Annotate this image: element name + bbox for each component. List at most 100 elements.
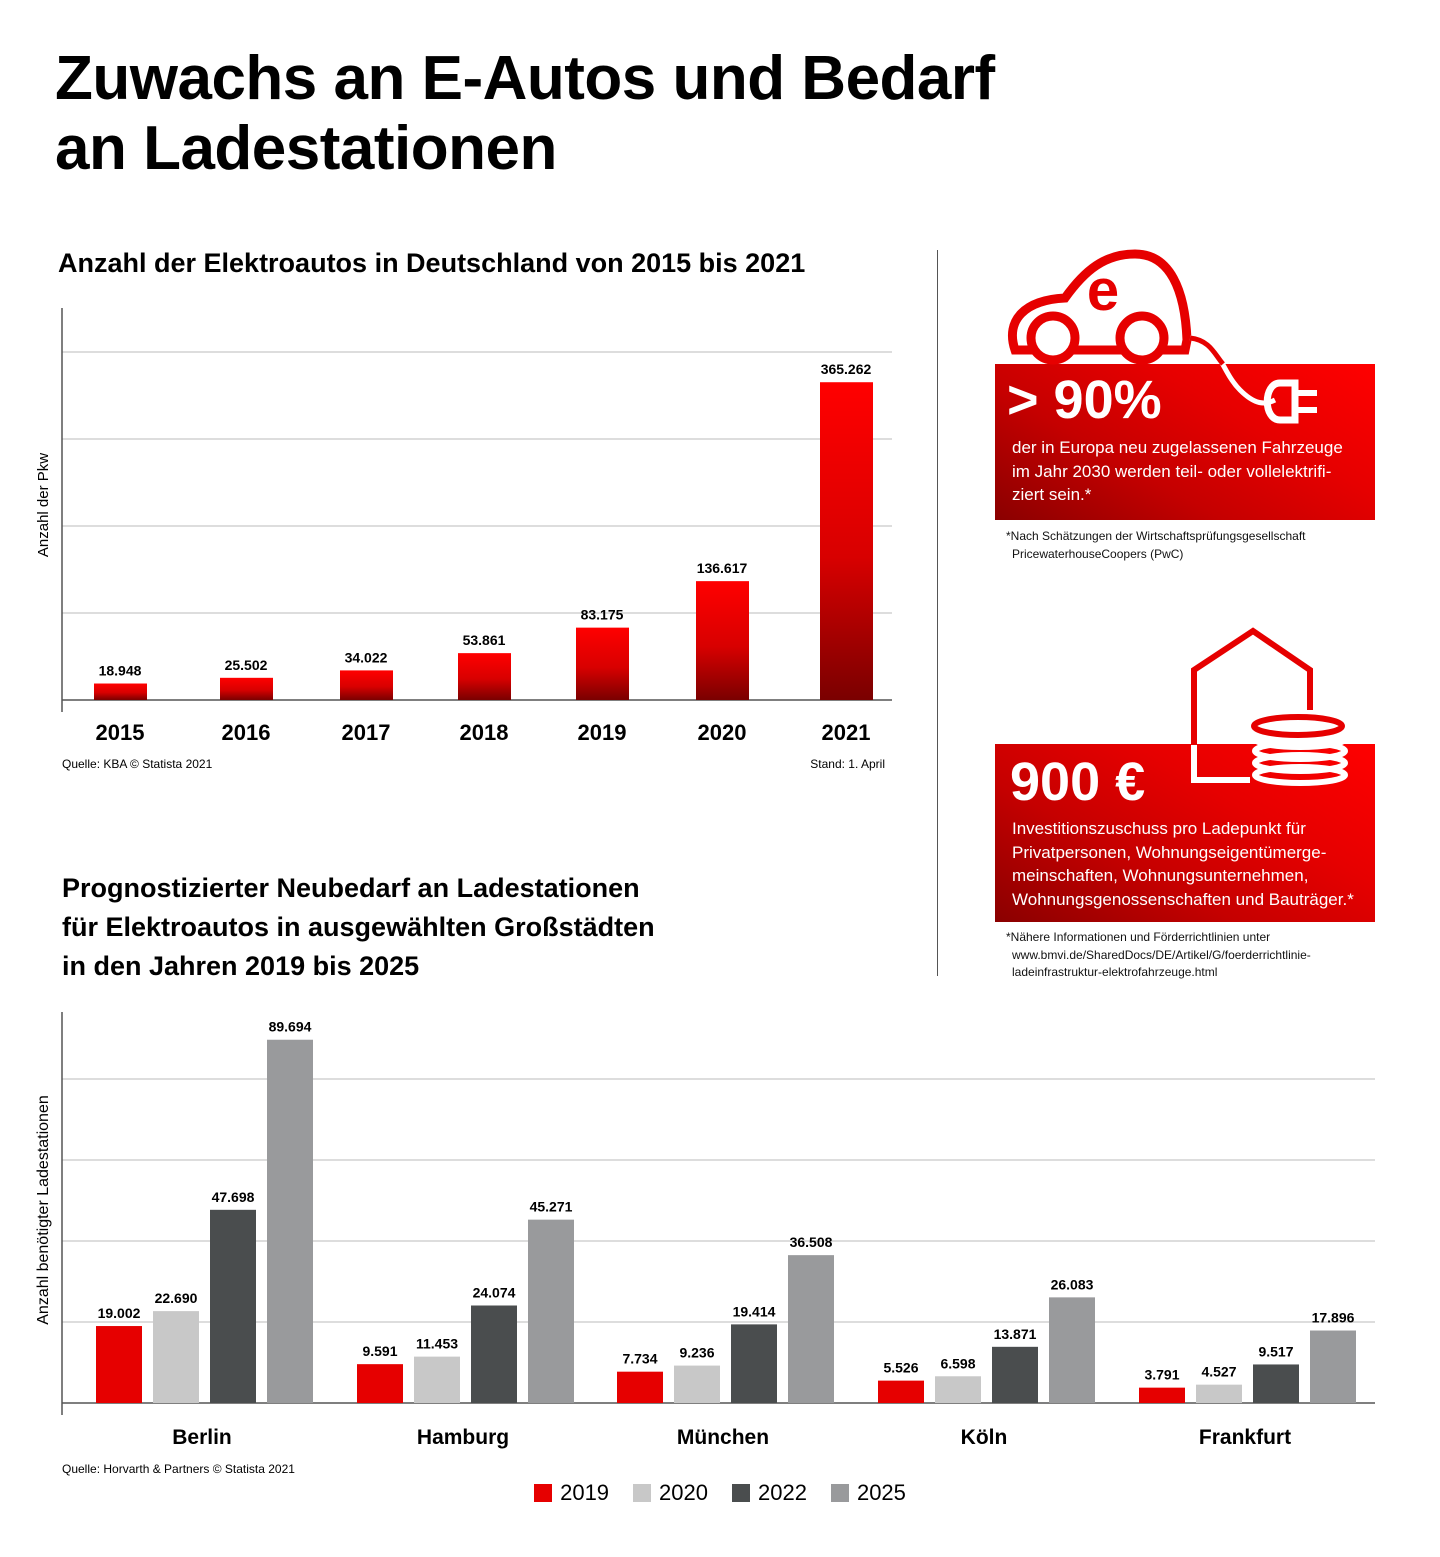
chart2-legend: 2019 2020 2022 2025: [0, 1480, 1440, 1506]
x-tick-label: 2017: [342, 720, 391, 745]
data-label: 24.074: [473, 1285, 516, 1301]
panel1-big-number: > 90%: [1007, 370, 1162, 430]
bar-Köln-2020: [935, 1376, 981, 1403]
x-tick-label: Köln: [961, 1426, 1008, 1449]
chart2-title: Prognostizierter Neubedarf an Ladestatio…: [62, 869, 655, 986]
y-axis-label: Anzahl benötigter Ladestationen: [35, 1095, 52, 1325]
chart2-source: Quelle: Horvarth & Partners © Statista 2…: [62, 1462, 295, 1476]
bar-2020: [696, 581, 749, 700]
data-label: 19.414: [733, 1303, 776, 1319]
footnote-line: *Nähere Informationen und Förderrichtlin…: [1006, 930, 1271, 944]
divider: [937, 250, 938, 976]
bar-Frankfurt-2022: [1253, 1364, 1299, 1403]
data-label: 9.236: [679, 1345, 714, 1361]
chart2-title-line: Prognostizierter Neubedarf an Ladestatio…: [62, 873, 640, 903]
data-label: 34.022: [345, 649, 388, 665]
house-coins-icon: [1191, 627, 1348, 786]
panel1-text-line: ziert sein.*: [1012, 485, 1092, 504]
data-label: 22.690: [155, 1290, 198, 1306]
legend-label: 2019: [560, 1480, 610, 1505]
bar-2017: [340, 670, 393, 700]
data-label: 9.591: [362, 1343, 397, 1359]
x-tick-label: 2021: [822, 720, 871, 745]
data-label: 83.175: [581, 607, 624, 623]
panel1-text: der in Europa neu zugelassenen Fahrzeuge…: [1012, 436, 1343, 507]
main-title: Zuwachs an E-Autos und Bedarf an Ladesta…: [55, 44, 995, 184]
x-tick-label: München: [677, 1426, 769, 1449]
bar-Köln-2022: [992, 1346, 1038, 1403]
footnote-line: PricewaterhouseCoopers (PwC): [1012, 546, 1184, 561]
x-tick-label: Berlin: [172, 1426, 232, 1449]
chart1-ev-count: Anzahl der Pkw 18.948 2015 25.502 2016 34.022…: [35, 308, 892, 745]
car-letter: e: [1087, 258, 1119, 323]
legend-swatch: [732, 1484, 750, 1502]
panel2-text: Investitionszuschuss pro Ladepunkt für P…: [1012, 817, 1354, 911]
x-tick-label: 2019: [578, 720, 627, 745]
bar-München-2022: [731, 1324, 777, 1403]
bar-Köln-2019: [878, 1380, 924, 1403]
data-label: 36.508: [790, 1234, 833, 1250]
bar-2019: [576, 627, 629, 700]
x-tick-label: 2018: [460, 720, 509, 745]
y-axis-label: Anzahl der Pkw: [35, 453, 52, 557]
x-tick-label: Hamburg: [417, 1426, 509, 1449]
panel2-text-line: Investitionszuschuss pro Ladepunkt für: [1012, 819, 1306, 838]
data-label: 47.698: [212, 1189, 255, 1205]
legend-label: 2022: [758, 1480, 807, 1505]
legend-label: 2025: [856, 1480, 906, 1505]
x-tick-label: 2020: [698, 720, 747, 745]
data-label: 5.526: [883, 1360, 918, 1376]
panel2-text-line: meinschaften, Wohnungsunternehmen,: [1012, 866, 1309, 885]
legend-swatch: [830, 1484, 849, 1502]
data-label: 9.517: [1258, 1343, 1293, 1359]
bar-München-2025: [788, 1255, 834, 1403]
data-label: 53.861: [463, 632, 506, 648]
data-label: 7.734: [622, 1351, 657, 1367]
x-tick-label: 2016: [222, 720, 271, 745]
footnote-line: www.bmvi.de/SharedDocs/DE/Artikel/G/foer…: [1012, 947, 1311, 962]
bar-2021: [820, 382, 873, 700]
electric-car-icon: e: [1008, 249, 1317, 424]
data-label: 11.453: [416, 1336, 458, 1352]
legend-item-2022: 2022: [732, 1480, 807, 1506]
bar-Hamburg-2020: [414, 1356, 460, 1403]
data-label: 13.871: [994, 1326, 1037, 1342]
data-label: 6.598: [940, 1355, 975, 1371]
bar-München-2020: [674, 1365, 720, 1403]
chart2-charging-stations: Anzahl benötigter Ladestationen 19.002 22.…: [35, 1012, 1375, 1449]
legend-item-2019: 2019: [534, 1480, 609, 1506]
data-label: 25.502: [225, 657, 268, 673]
chart1-title: Anzahl der Elektroautos in Deutschland v…: [58, 248, 806, 278]
chart1-note: Stand: 1. April: [810, 757, 885, 771]
bar-Berlin-2022: [210, 1209, 256, 1403]
bar-Köln-2025: [1049, 1297, 1095, 1403]
footnote-line: ladeinfrastruktur-elektrofahrzeuge.html: [1012, 965, 1218, 979]
x-tick-label: Frankfurt: [1199, 1426, 1291, 1449]
info-panel-ev-share: > 90% der in Europa neu zugelassenen Fah…: [995, 364, 1375, 520]
data-label: 89.694: [269, 1019, 312, 1035]
data-label: 18.948: [99, 663, 142, 679]
data-label: 45.271: [530, 1199, 573, 1215]
legend-item-2025: 2025: [830, 1480, 906, 1506]
bar-München-2019: [617, 1371, 663, 1403]
bar-Hamburg-2022: [471, 1305, 517, 1403]
footnote-line: *Nach Schätzungen der Wirtschaftsprüfung…: [1006, 529, 1306, 543]
chart1-source: Quelle: KBA © Statista 2021: [62, 757, 213, 771]
data-label: 19.002: [98, 1305, 141, 1321]
bar-Frankfurt-2020: [1196, 1384, 1242, 1403]
bar-Hamburg-2025: [528, 1219, 574, 1403]
bar-2016: [220, 677, 273, 700]
chart2-title-line: in den Jahren 2019 bis 2025: [62, 951, 420, 981]
data-label: 365.262: [821, 361, 872, 377]
title-line-1: Zuwachs an E-Autos und Bedarf: [55, 44, 995, 113]
data-label: 26.083: [1051, 1276, 1094, 1292]
chart2-title-line: für Elektroautos in ausgewählten Großstä…: [62, 912, 655, 942]
panel1-footnote: *Nach Schätzungen der Wirtschaftsprüfung…: [1006, 528, 1306, 563]
bar-Berlin-2019: [96, 1326, 142, 1403]
legend-swatch: [633, 1484, 652, 1502]
panel2-text-line: Privatpersonen, Wohnungseigentümerge-: [1012, 842, 1327, 862]
bar-2015: [94, 683, 147, 700]
legend-item-2020: 2020: [633, 1480, 708, 1506]
x-tick-label: 2015: [96, 720, 145, 745]
bar-2018: [458, 653, 511, 700]
